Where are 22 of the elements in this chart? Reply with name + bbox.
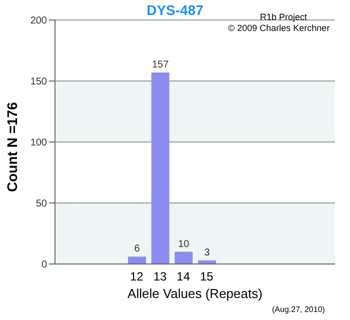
bar: [174, 252, 193, 264]
bar: [128, 256, 146, 264]
x-tick-label: 14: [176, 270, 190, 284]
bar: [151, 72, 170, 264]
x-tick-label: 15: [200, 270, 214, 284]
data-label: 6: [134, 244, 140, 255]
annotation: © 2009 Charles Kerchner: [228, 23, 330, 33]
y-tick-label: 150: [30, 76, 48, 88]
x-tick-label: 13: [153, 270, 167, 284]
text: (Aug.27, 2010): [272, 305, 325, 314]
data-label: 157: [152, 59, 170, 70]
data-label: 3: [204, 247, 210, 258]
chart-title: DYS-487: [146, 2, 204, 18]
x-axis-title: Allele Values (Repeats): [128, 286, 262, 301]
y-tick-label: 100: [30, 138, 48, 149]
y-tick-label: 200: [30, 16, 48, 27]
y-axis-title: Count N =176: [4, 102, 20, 192]
y-tick-label: 0: [41, 260, 48, 271]
data-label: 10: [178, 238, 190, 250]
annotation: R1b Project: [260, 12, 308, 22]
x-tick-label: 12: [130, 270, 144, 284]
y-tick-label: 50: [36, 198, 48, 210]
